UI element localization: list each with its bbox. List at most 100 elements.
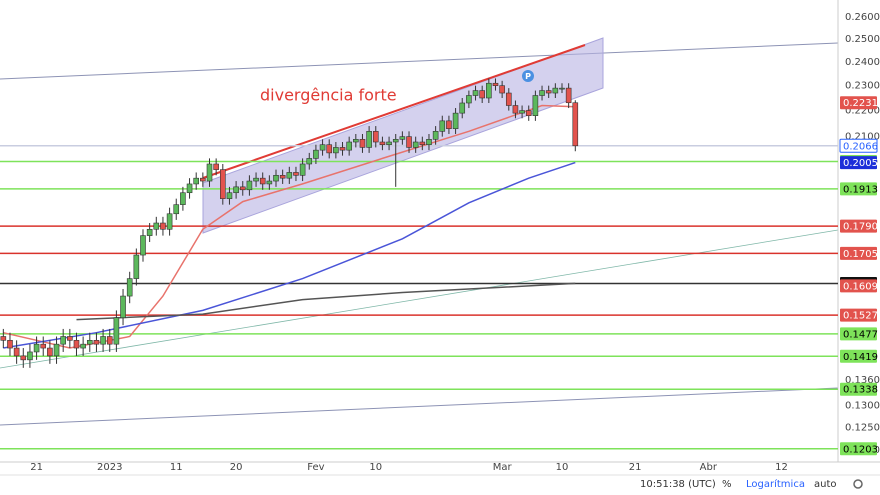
y-tick-label: 0.2600	[845, 12, 880, 23]
candle-body	[220, 169, 226, 199]
price-badge	[840, 349, 877, 363]
x-tick-label: 11	[170, 462, 183, 473]
price-badge	[839, 138, 878, 153]
candle-body	[153, 222, 160, 230]
candle-body	[259, 177, 266, 185]
candle-body	[439, 120, 446, 132]
candle-body	[27, 351, 33, 361]
candle-body	[499, 85, 505, 94]
plot	[0, 78, 838, 450]
candle-body	[253, 177, 259, 182]
candle-body	[93, 340, 100, 345]
candle-body	[432, 131, 439, 140]
candle-body	[160, 222, 166, 230]
price-badge	[840, 327, 877, 341]
settings-icon[interactable]	[853, 479, 863, 489]
candle-body	[226, 192, 233, 199]
candle-body	[213, 163, 219, 170]
candle-body	[539, 90, 545, 96]
candle-body	[392, 139, 399, 143]
trend-line	[0, 42, 839, 80]
candle-body	[412, 141, 419, 148]
y-tick-label: 0.2500	[845, 34, 880, 45]
candle-body	[80, 343, 86, 349]
candle-body	[200, 177, 206, 182]
percent-toggle[interactable]: %	[722, 479, 732, 490]
price-badge-label: 0.1477	[843, 329, 878, 340]
candle-body	[552, 87, 559, 94]
candle-body	[246, 180, 253, 191]
candle-body	[53, 343, 60, 357]
candle-body	[126, 278, 133, 297]
price-badge	[840, 246, 877, 260]
candle-body	[140, 235, 146, 256]
candle-body	[113, 317, 120, 345]
candle-body	[406, 136, 412, 148]
y-tick-label: 0.2100	[845, 132, 880, 143]
candle-body	[273, 175, 279, 182]
candle-body	[572, 102, 579, 147]
price-badge-label: 0.1203	[843, 444, 878, 455]
candle-body	[459, 102, 466, 114]
candle-body	[193, 177, 199, 185]
y-tick-label: 0.1250	[845, 422, 880, 433]
candle-body	[339, 147, 346, 151]
price-badge	[840, 279, 877, 293]
candle-body	[86, 340, 93, 345]
log-toggle[interactable]: Logarítmica	[746, 478, 805, 490]
candle-body	[299, 163, 306, 176]
candle-body	[306, 158, 313, 165]
trend-line	[0, 387, 839, 426]
candle-body	[166, 213, 173, 230]
price-badge-label: 0.2005	[843, 158, 878, 169]
auto-toggle[interactable]: auto	[814, 479, 837, 490]
price-badge	[840, 219, 877, 233]
price-badge-label: 0.1609	[843, 281, 878, 292]
y-tick-label: 0.2200	[845, 106, 880, 117]
candle-body	[466, 95, 472, 104]
divergence-line	[202, 44, 586, 179]
candle-body	[519, 110, 525, 114]
candle-body	[173, 204, 180, 215]
candle-body	[266, 180, 273, 185]
y-tick-label: 0.2400	[845, 57, 880, 68]
candle-body	[419, 141, 426, 146]
candle-body	[180, 192, 186, 205]
moving-average	[76, 282, 576, 321]
price-badge-label: 0.1913	[843, 184, 878, 195]
candle-body	[426, 139, 432, 146]
marker-icon[interactable]	[522, 70, 534, 82]
x-tick-label: 21	[629, 462, 642, 473]
candle-body	[206, 163, 213, 182]
candle-body	[100, 336, 106, 345]
candle-body	[186, 183, 193, 194]
candle-body	[333, 147, 339, 154]
candle-body	[359, 139, 366, 148]
price-badge-label: 0.2231	[843, 98, 878, 109]
candle-body	[279, 175, 286, 179]
candle-body	[106, 336, 113, 345]
x-tick-label: Mar	[493, 462, 513, 473]
price-badge	[840, 442, 877, 456]
x-tick-label: 10	[369, 462, 382, 473]
price-badge-label: 0.2066	[843, 141, 878, 152]
candle-body	[492, 82, 499, 86]
candle-body	[40, 343, 47, 349]
candle-body	[7, 340, 13, 349]
y-tick-label: 0.1300	[845, 400, 880, 411]
candle-body	[399, 136, 406, 140]
candle-body	[446, 120, 452, 129]
candle-body	[379, 141, 386, 146]
candle-body	[353, 139, 359, 143]
candle-body	[47, 347, 53, 357]
candle-body	[73, 340, 80, 349]
x-tick-label: 2023	[97, 462, 122, 473]
candle-body	[319, 144, 326, 151]
candle-body	[67, 336, 73, 341]
marker-label[interactable]: P	[525, 72, 531, 81]
price-badge-label: 0.1527	[843, 311, 878, 322]
candle-body	[0, 336, 7, 341]
candle-body	[486, 82, 492, 99]
candle-body	[512, 105, 519, 114]
